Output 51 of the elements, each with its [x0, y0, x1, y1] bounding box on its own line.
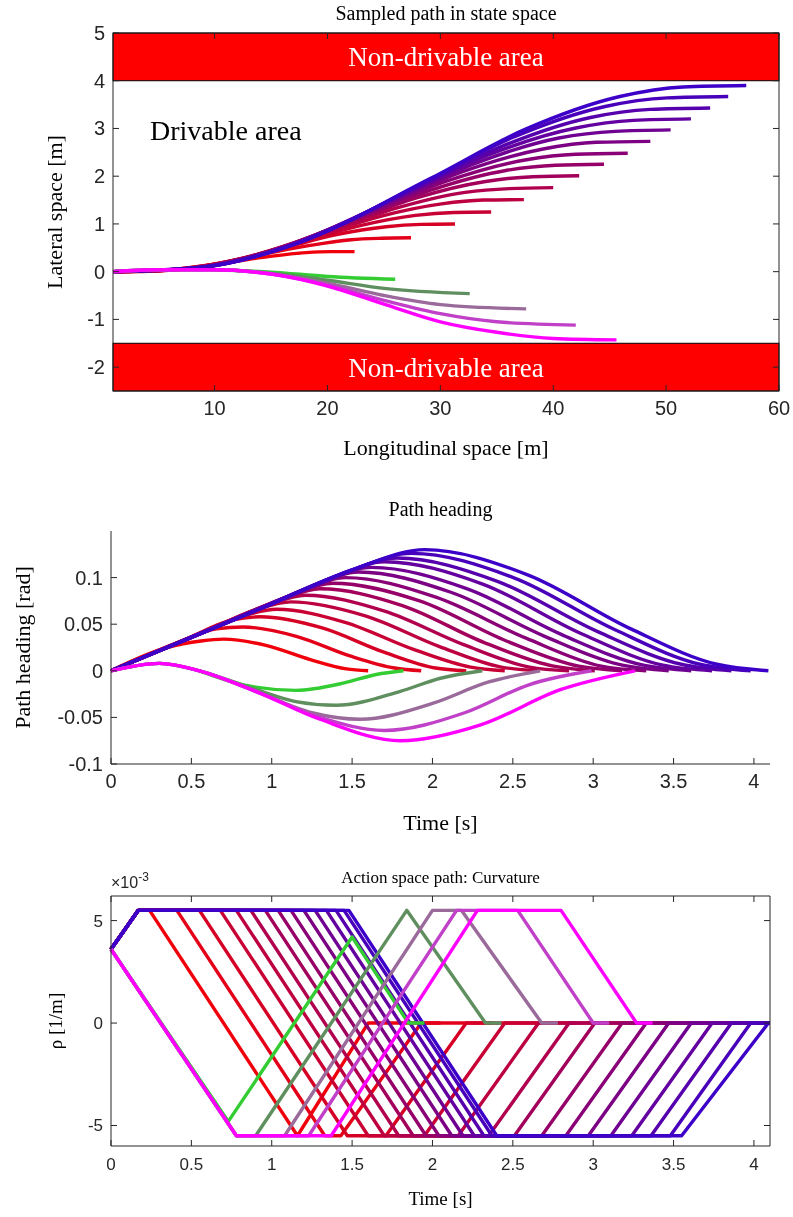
x-tick-label: 30	[429, 397, 452, 419]
x-tick-label: 3	[588, 1155, 598, 1174]
chart-title: Sampled path in state space	[335, 2, 557, 25]
y-tick-label: 0	[93, 1014, 103, 1033]
y-tick-label: 5	[93, 22, 105, 44]
x-axis-title: Time [s]	[403, 810, 478, 835]
y-axis-title: ρ [1/m]	[45, 992, 66, 1050]
band-label: Non-drivable area	[348, 352, 544, 383]
y-tick-label: -0.05	[57, 706, 103, 729]
y-tick-label: 5	[93, 911, 103, 931]
annotation: Drivable area	[150, 115, 303, 146]
text: ×10$^{-3}$	[111, 870, 150, 891]
chart-title: Path heading	[388, 498, 493, 521]
x-tick-label: 60	[767, 397, 791, 419]
x-tick-label: 4	[749, 1155, 759, 1174]
y-tick-label: -0.1	[68, 753, 103, 775]
x-tick-label: 1	[266, 770, 278, 792]
x-tick-label: 10	[203, 397, 226, 419]
x-tick-label: 2	[427, 1155, 438, 1174]
x-tick-label: 1.5	[338, 770, 366, 792]
y-tick-label: -5	[87, 1116, 103, 1136]
y-tick-label: 0	[91, 659, 103, 682]
band-label: Non-drivable area	[348, 42, 544, 73]
x-axis-title: Time [s]	[408, 1188, 473, 1209]
y-tick-label: 2	[93, 165, 105, 188]
y-axis-title: Path heading [rad]	[10, 566, 35, 729]
y-tick-label: -1	[87, 308, 105, 331]
chart-title: Action space path: Curvature	[341, 868, 540, 887]
y-tick-label: 0.05	[64, 613, 103, 636]
x-tick-label: 40	[542, 397, 565, 419]
x-tick-label: 1	[267, 1155, 277, 1174]
x-tick-label: 50	[654, 397, 678, 419]
x-tick-label: 2.5	[501, 1155, 525, 1174]
x-tick-label: 0.5	[177, 770, 206, 792]
y-axis-title: Lateral space [m]	[42, 135, 67, 289]
x-tick-label: 4	[748, 770, 760, 792]
x-tick-label: 2	[426, 770, 439, 792]
y-tick-label: 1	[93, 212, 105, 235]
x-tick-label: 1.5	[340, 1155, 364, 1174]
x-tick-label: 0.5	[179, 1155, 204, 1174]
y-tick-label: 0	[93, 260, 105, 283]
x-tick-label: 3.5	[661, 1155, 686, 1174]
y-tick-label: 0.1	[75, 566, 103, 589]
y-tick-label: 3	[93, 117, 105, 140]
y-tick-label: -2	[87, 356, 105, 379]
x-tick-label: 3	[587, 770, 599, 792]
x-tick-label: 20	[316, 397, 339, 419]
x-tick-label: 2.5	[498, 770, 527, 792]
x-axis-title: Longitudinal space [m]	[343, 435, 549, 460]
x-tick-label: 3.5	[659, 770, 688, 792]
y-tick-label: 4	[93, 69, 105, 92]
